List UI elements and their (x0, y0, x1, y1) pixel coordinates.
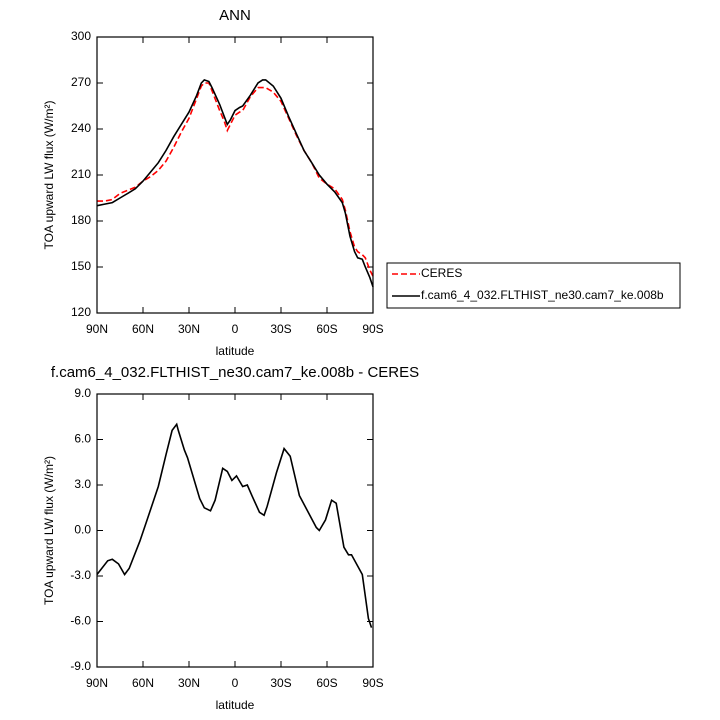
x-tick-label: 90N (86, 676, 108, 690)
y-tick-label: 180 (71, 213, 91, 227)
x-axis-label: latitude (216, 698, 255, 712)
data-line (97, 82, 374, 277)
panel: f.cam6_4_032.FLTHIST_ne30.cam7_ke.008b -… (42, 364, 419, 712)
data-line (96, 78, 374, 288)
panel: ANN latitude TOA upward LW flux (W/m²) 120 1… (42, 7, 681, 358)
data-line (96, 422, 373, 628)
x-tick-label: 60S (316, 676, 337, 690)
x-tick-label: 30N (178, 322, 200, 336)
chart-title: f.cam6_4_032.FLTHIST_ne30.cam7_ke.008b -… (51, 364, 419, 381)
x-tick-label: 30N (178, 676, 200, 690)
y-tick-label: 0.0 (74, 523, 91, 537)
x-tick-label: 30S (270, 322, 291, 336)
y-tick-label: 9.0 (74, 386, 91, 400)
y-tick-label: 240 (71, 121, 91, 135)
x-tick-label: 90N (86, 322, 108, 336)
y-tick-label: -9.0 (70, 659, 91, 673)
y-tick-label: 270 (71, 75, 91, 89)
x-tick-label: 90S (362, 676, 383, 690)
x-tick-label: 60S (316, 322, 337, 336)
legend-box (386, 262, 681, 309)
y-tick-label: 120 (71, 305, 91, 319)
y-tick-label: 6.0 (74, 432, 91, 446)
x-tick-label: 60N (132, 322, 154, 336)
x-tick-label: 0 (232, 676, 239, 690)
legend-label: CERES (421, 266, 462, 280)
legend-label: f.cam6_4_032.FLTHIST_ne30.cam7_ke.008b (421, 288, 664, 302)
y-axis-label: TOA upward LW flux (W/m²) (42, 101, 56, 250)
x-tick-label: 60N (132, 676, 154, 690)
y-tick-label: 210 (71, 167, 91, 181)
y-tick-label: 300 (71, 29, 91, 43)
x-tick-label: 0 (232, 322, 239, 336)
y-tick-label: -3.0 (70, 568, 91, 582)
x-tick-label: 90S (362, 322, 383, 336)
y-axis-label: TOA upward LW flux (W/m²) (42, 456, 56, 605)
plot-frame (96, 36, 374, 314)
x-tick-label: 30S (270, 676, 291, 690)
y-tick-label: 150 (71, 259, 91, 273)
y-tick-label: -6.0 (70, 614, 91, 628)
chart-title: ANN (219, 7, 251, 24)
x-axis-label: latitude (216, 344, 255, 358)
y-tick-label: 3.0 (74, 477, 91, 491)
plot-frame (96, 393, 374, 668)
